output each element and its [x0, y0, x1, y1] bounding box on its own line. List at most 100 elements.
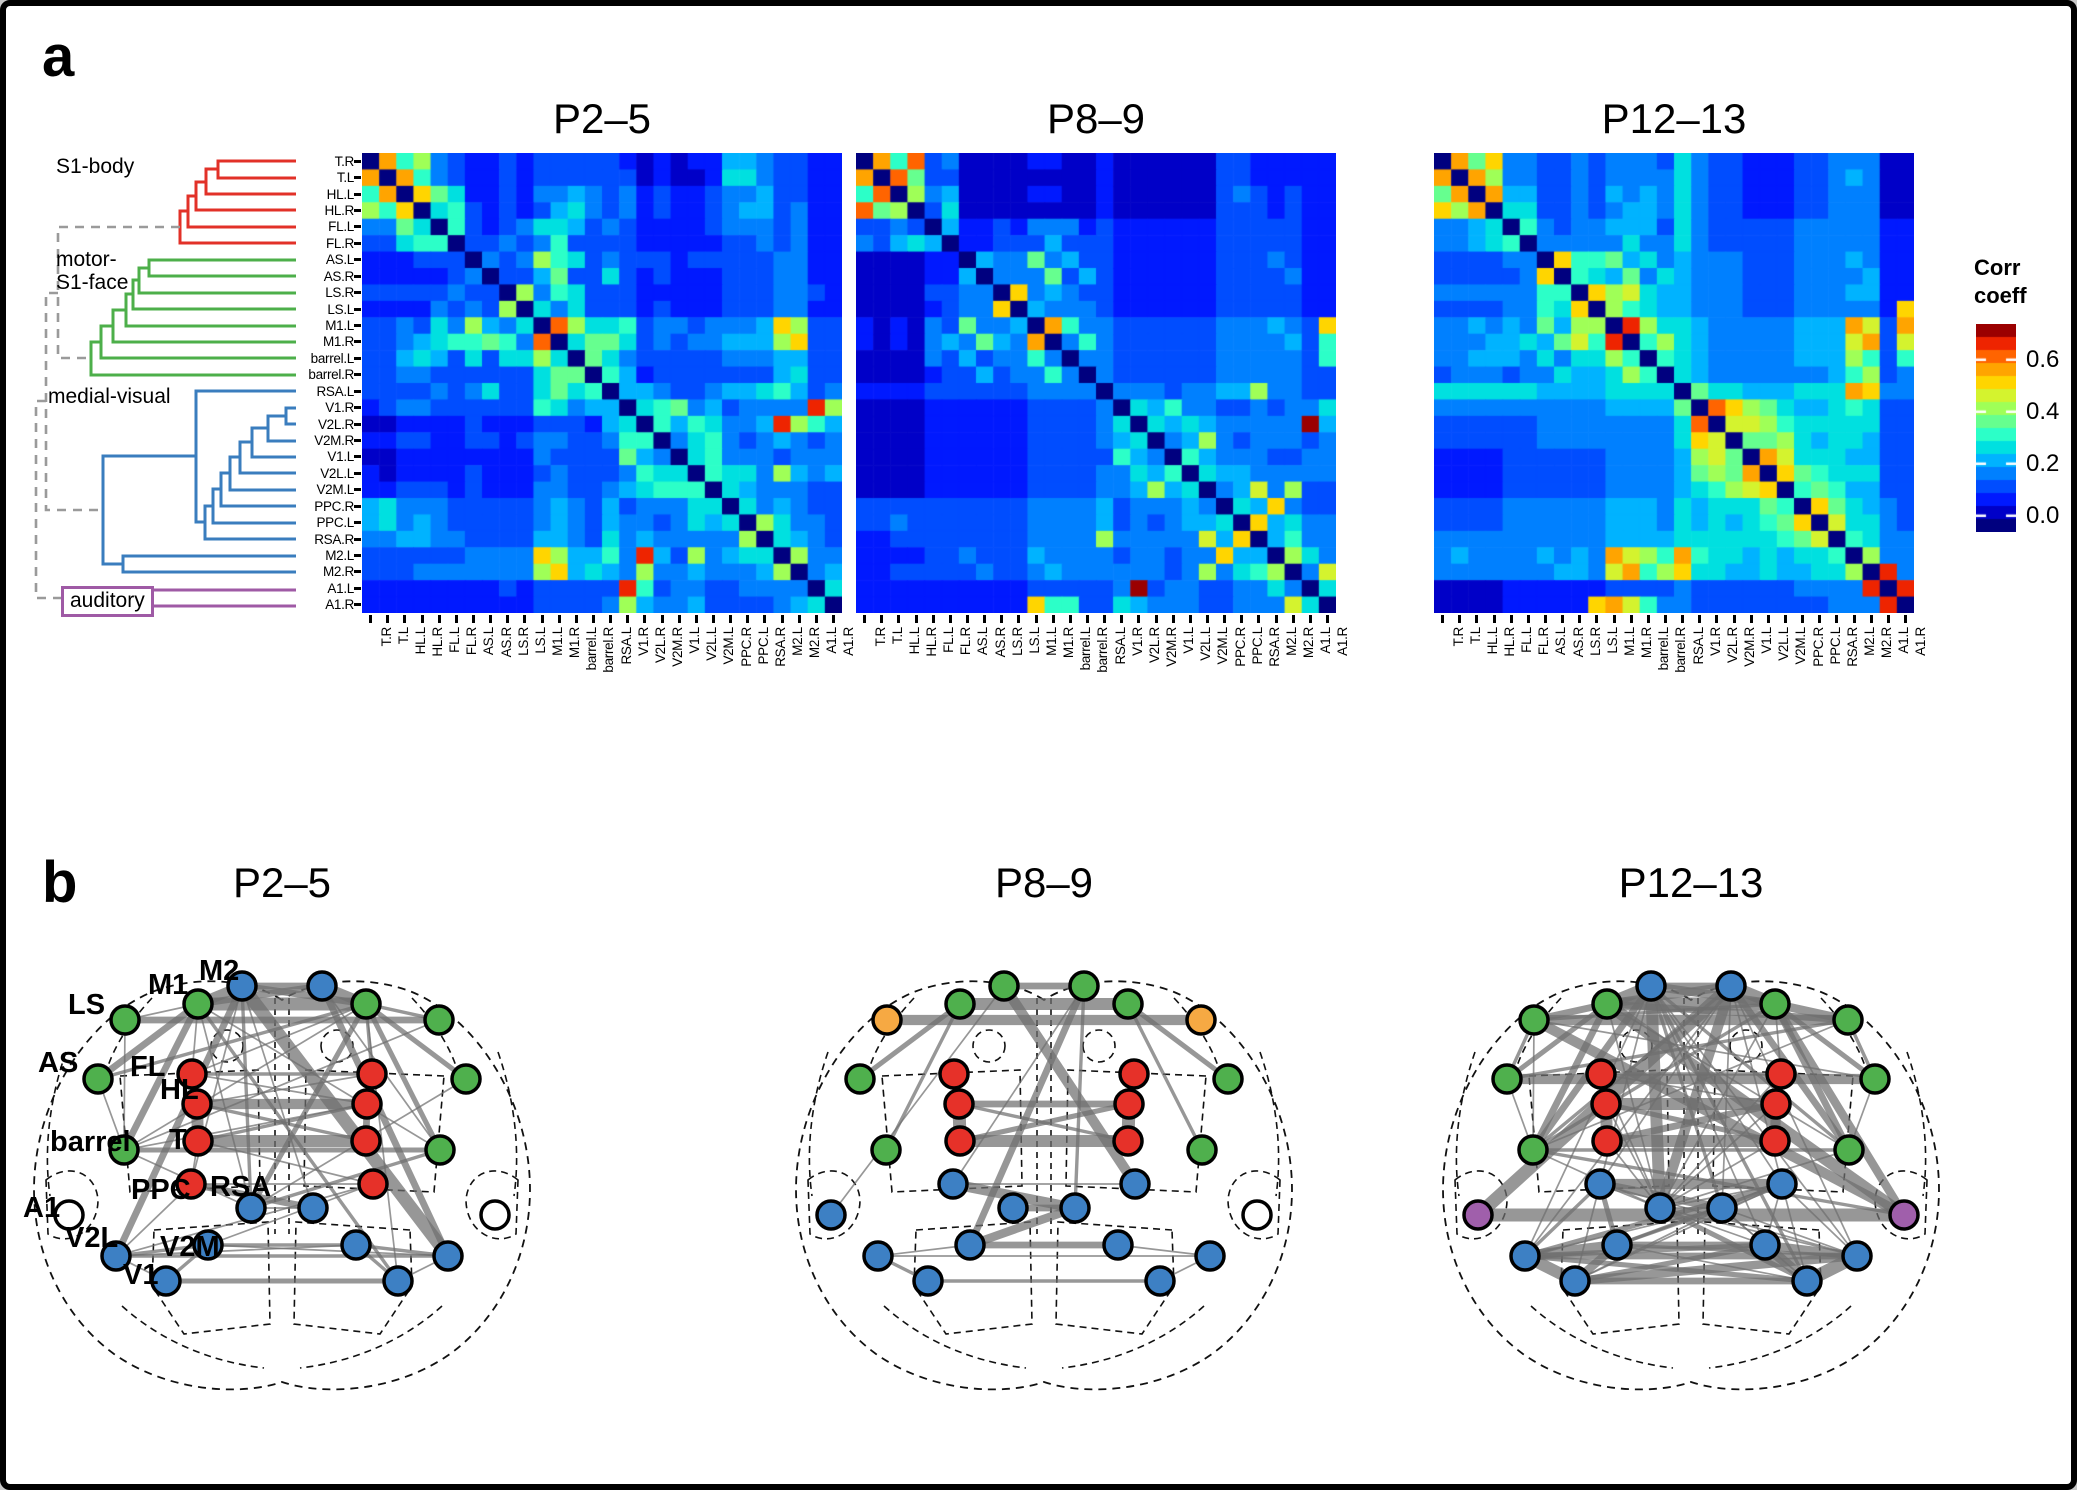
network-edge	[1073, 984, 1086, 1210]
network-node-label-M2: M2	[199, 955, 239, 987]
col-tick	[523, 615, 527, 623]
network-node-RSA.R	[1706, 1192, 1738, 1224]
network-node-M1.L	[1591, 988, 1623, 1020]
col-label: M2.L	[790, 627, 805, 656]
network-node-barrel.L	[870, 1134, 902, 1166]
row-tick	[354, 422, 361, 426]
row-tick	[354, 176, 361, 180]
row-tick	[354, 209, 361, 212]
col-tick	[489, 615, 493, 623]
col-label: AS.L	[975, 627, 991, 656]
network-edge	[249, 1148, 442, 1210]
col-label: A1.R	[1913, 627, 1929, 656]
network-node-RSA.R	[1059, 1192, 1091, 1224]
col-label: V1.L	[687, 627, 703, 654]
network-edge	[115, 1244, 357, 1257]
network-edge	[241, 985, 314, 1209]
row-tick	[354, 356, 361, 360]
network-node-M2.R	[1715, 970, 1747, 1002]
col-label: V2M.L	[721, 627, 737, 665]
network-node-label-A1: A1	[23, 1192, 60, 1224]
col-label: LS.R	[1587, 627, 1603, 656]
network-node-HL.L	[943, 1088, 975, 1120]
network-edge	[1721, 985, 1732, 1209]
colorbar-tick-label: 0.0	[2026, 501, 2060, 529]
heatmap-title-p12-13: P12–13	[1601, 95, 1747, 142]
col-tick	[1561, 615, 1565, 623]
network-node-HL.L	[1590, 1088, 1622, 1120]
network-node-LS.L	[871, 1004, 903, 1036]
col-tick	[1852, 615, 1856, 623]
col-tick	[574, 615, 578, 623]
network-node-V2M.L	[1601, 1229, 1633, 1261]
network-node-FL.L	[938, 1058, 970, 1090]
col-label: RSA.R	[1844, 627, 1860, 667]
network-edge	[1529, 1000, 1611, 1154]
network-node-V2L.L	[100, 1240, 132, 1272]
col-tick	[1526, 615, 1530, 623]
network-node-label-M1: M1	[148, 969, 188, 1001]
network-node-A1.L	[815, 1199, 847, 1231]
col-tick	[1034, 615, 1038, 623]
col-tick	[814, 615, 818, 623]
col-tick	[557, 615, 561, 623]
col-tick	[506, 615, 510, 623]
row-tick	[354, 258, 361, 262]
network-node-M1.L	[944, 988, 976, 1020]
network-node-M2.L	[226, 970, 258, 1002]
network-edge	[1650, 985, 1766, 1246]
network-edge	[1532, 1019, 1535, 1151]
col-label: PPC.R	[1810, 627, 1826, 667]
row-label: barrel.L	[310, 350, 355, 366]
network-node-FL.R	[1118, 1058, 1150, 1090]
col-label: V1.L	[1181, 627, 1197, 654]
row-tick	[354, 586, 361, 590]
col-tick	[1068, 615, 1072, 623]
network-title-p12-13: P12–13	[1618, 859, 1764, 906]
row-label: LS.R	[325, 285, 354, 301]
network-edges	[830, 980, 1231, 1283]
col-label: V1.R	[1707, 627, 1723, 656]
network-node-AS.R	[450, 1063, 482, 1095]
row-tick	[354, 225, 361, 229]
network-node-label-RSA: RSA	[210, 1171, 271, 1203]
col-tick	[1578, 615, 1582, 623]
col-label: barrel.L	[584, 627, 600, 671]
network-node-label-HL: HL	[160, 1074, 199, 1106]
row-label: V1.R	[325, 400, 354, 416]
col-tick	[660, 615, 664, 623]
network-edge	[1572, 1242, 1768, 1284]
col-label: A1.L	[1896, 627, 1912, 654]
network-node-AS.L	[82, 1063, 114, 1095]
network-nodes	[53, 970, 511, 1297]
col-label: HL.L	[906, 627, 922, 655]
col-tick	[1783, 615, 1787, 623]
col-tick	[1171, 615, 1175, 623]
network-node-V1.R	[382, 1265, 414, 1297]
col-tick	[1308, 615, 1312, 623]
col-label: RSA.R	[772, 627, 788, 667]
network-edge	[318, 982, 452, 1260]
col-label: V2L.L	[704, 627, 720, 661]
row-tick	[354, 554, 361, 557]
col-tick	[1869, 615, 1873, 623]
row-tick	[354, 389, 361, 393]
network-node-A1.L	[1462, 1199, 1494, 1231]
col-tick	[1818, 615, 1822, 623]
col-tick	[1509, 615, 1513, 623]
row-label: V2M.R	[314, 433, 354, 448]
col-label: RSA.R	[1266, 627, 1282, 667]
network-edge	[957, 1101, 1132, 1144]
network-edge	[96, 1002, 368, 1081]
col-tick	[420, 615, 424, 623]
col-label: V2L.R	[1724, 627, 1740, 664]
col-tick	[1475, 615, 1479, 623]
network-node-AS.R	[1212, 1063, 1244, 1095]
col-tick	[1492, 615, 1496, 623]
row-label: HL.L	[326, 186, 355, 202]
col-label: AS.R	[992, 627, 1008, 658]
network-node-PPC.L	[1584, 1168, 1616, 1200]
col-label: M1.L	[1622, 627, 1637, 656]
network-node-PPC.L	[937, 1168, 969, 1200]
